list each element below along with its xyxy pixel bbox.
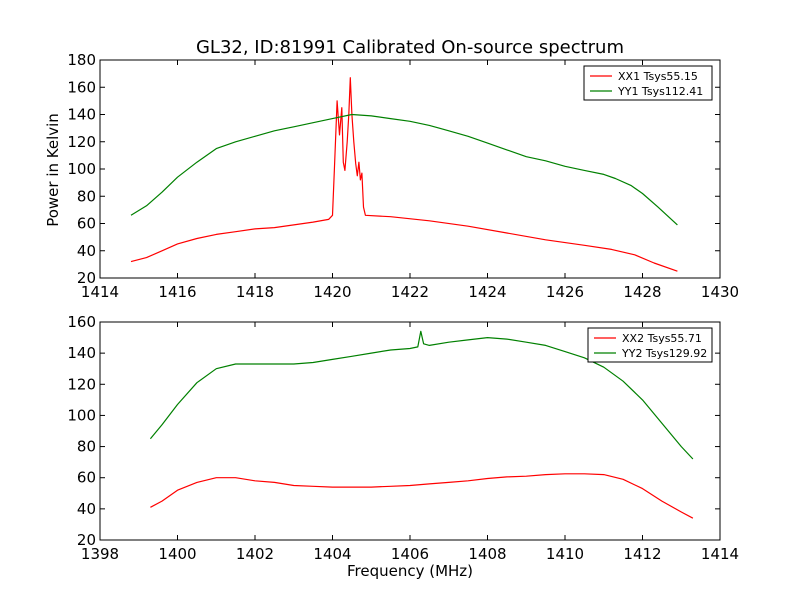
y-tick-label: 20 [77, 531, 96, 549]
x-tick-label: 1414 [701, 545, 739, 563]
y-tick-label: 120 [67, 133, 96, 151]
x-tick-label: 1420 [313, 283, 351, 301]
legend-box [587, 327, 713, 363]
legend: XX1 Tsys55.15 YY1 Tsys112.41 [583, 65, 713, 101]
x-tick-label: 1406 [391, 545, 429, 563]
y-tick-label: 40 [77, 500, 96, 518]
y-axis-label: Power in Kelvin [44, 113, 62, 227]
x-tick-label: 1424 [468, 283, 506, 301]
series-line-1-1 [130, 77, 678, 272]
y-tick-label: 100 [67, 406, 96, 424]
x-tick-label: 1402 [236, 545, 274, 563]
y-tick-label: 80 [77, 438, 96, 456]
x-tick-label: 1408 [468, 545, 506, 563]
x-tick-label: 1418 [236, 283, 274, 301]
y-tick-label: 180 [67, 51, 96, 69]
y-tick-label: 60 [77, 215, 96, 233]
x-tick-label: 1426 [546, 283, 584, 301]
legend-label: YY2 Tsys129.92 [621, 347, 707, 360]
series-line-2-2 [149, 330, 694, 460]
x-tick-label: 1416 [158, 283, 196, 301]
y-tick-label: 20 [77, 269, 96, 287]
legend-label: XX2 Tsys55.71 [622, 332, 702, 345]
series-line-1-2 [130, 113, 678, 226]
y-tick-label: 120 [67, 375, 96, 393]
y-tick-label: 140 [67, 106, 96, 124]
x-tick-label: 1414 [81, 283, 119, 301]
x-tick-label: 1430 [701, 283, 739, 301]
series-line-2-1 [150, 473, 694, 519]
x-tick-label: 1422 [391, 283, 429, 301]
x-tick-label: 1412 [623, 545, 661, 563]
y-tick-label: 100 [67, 160, 96, 178]
x-tick-label: 1400 [158, 545, 196, 563]
y-tick-label: 40 [77, 242, 96, 260]
y-tick-label: 80 [77, 187, 96, 205]
legend-label: YY1 Tsys112.41 [617, 85, 703, 98]
y-tick-label: 60 [77, 469, 96, 487]
y-tick-label: 140 [67, 344, 96, 362]
x-tick-label: 1410 [546, 545, 584, 563]
x-tick-label: 1428 [623, 283, 661, 301]
legend: XX2 Tsys55.71 YY2 Tsys129.92 [587, 327, 713, 363]
legend-label: XX1 Tsys55.15 [618, 70, 698, 83]
x-axis-label: Frequency (MHz) [347, 562, 473, 580]
x-tick-label: 1398 [81, 545, 119, 563]
figure-title: GL32, ID:81991 Calibrated On-source spec… [196, 37, 624, 58]
y-tick-label: 160 [67, 78, 96, 96]
legend-box [583, 65, 713, 101]
top-subplot: 1414 1416 1418 1420 1422 1424 1426 1428 1430 20 40… [67, 51, 739, 301]
y-tick-label: 160 [67, 313, 96, 331]
x-tick-label: 1404 [313, 545, 351, 563]
bottom-subplot: 1398 1400 1402 1404 1406 1408 1410 1412 1414 20 40… [67, 313, 739, 563]
